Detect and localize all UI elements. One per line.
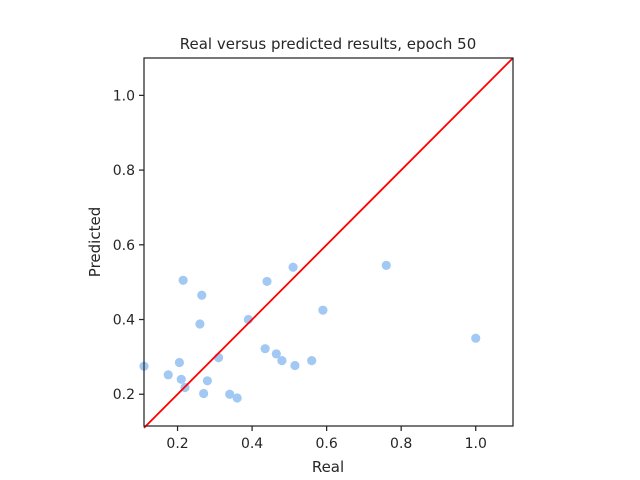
data-point	[262, 276, 272, 287]
data-point	[288, 262, 298, 272]
data-point	[318, 305, 328, 315]
data-point	[271, 349, 281, 359]
points-layer	[139, 260, 481, 403]
x-tick-label: 0.8	[390, 436, 412, 452]
y-tick-label: 0.6	[113, 238, 135, 254]
data-point	[290, 360, 300, 371]
chart-title: Real versus predicted results, epoch 50	[180, 35, 477, 53]
x-tick-label: 0.6	[316, 436, 338, 452]
data-point	[277, 356, 287, 366]
data-point	[260, 344, 270, 354]
reference-line-layer	[143, 57, 514, 429]
data-point	[381, 260, 391, 270]
data-point	[178, 275, 188, 285]
y-tick-label: 0.2	[113, 387, 135, 403]
data-point	[163, 370, 173, 380]
y-tick-label: 0.4	[113, 313, 135, 329]
data-point	[307, 356, 317, 366]
x-axis-label: Real	[312, 458, 344, 476]
y-axis-label: Predicted	[86, 207, 104, 277]
data-point	[225, 389, 235, 399]
y-tick-label: 0.8	[113, 163, 135, 179]
x-tick-label: 0.2	[166, 436, 188, 452]
y-axis-ticks: 0.2 0.4 0.6 0.8 1.0	[113, 88, 144, 403]
data-point	[232, 393, 242, 403]
x-tick-label: 1.0	[465, 436, 487, 452]
y-tick-label: 1.0	[113, 88, 135, 104]
data-point	[199, 388, 209, 399]
x-axis-ticks: 0.2 0.4 0.6 0.8 1.0	[166, 426, 487, 452]
data-point	[176, 374, 186, 384]
data-point	[174, 357, 185, 368]
data-point	[471, 333, 481, 343]
identity-line	[143, 57, 514, 429]
data-point	[197, 290, 207, 300]
data-point	[195, 319, 205, 329]
data-point	[202, 376, 212, 386]
x-tick-label: 0.4	[241, 436, 263, 452]
plot-frame	[143, 57, 514, 427]
